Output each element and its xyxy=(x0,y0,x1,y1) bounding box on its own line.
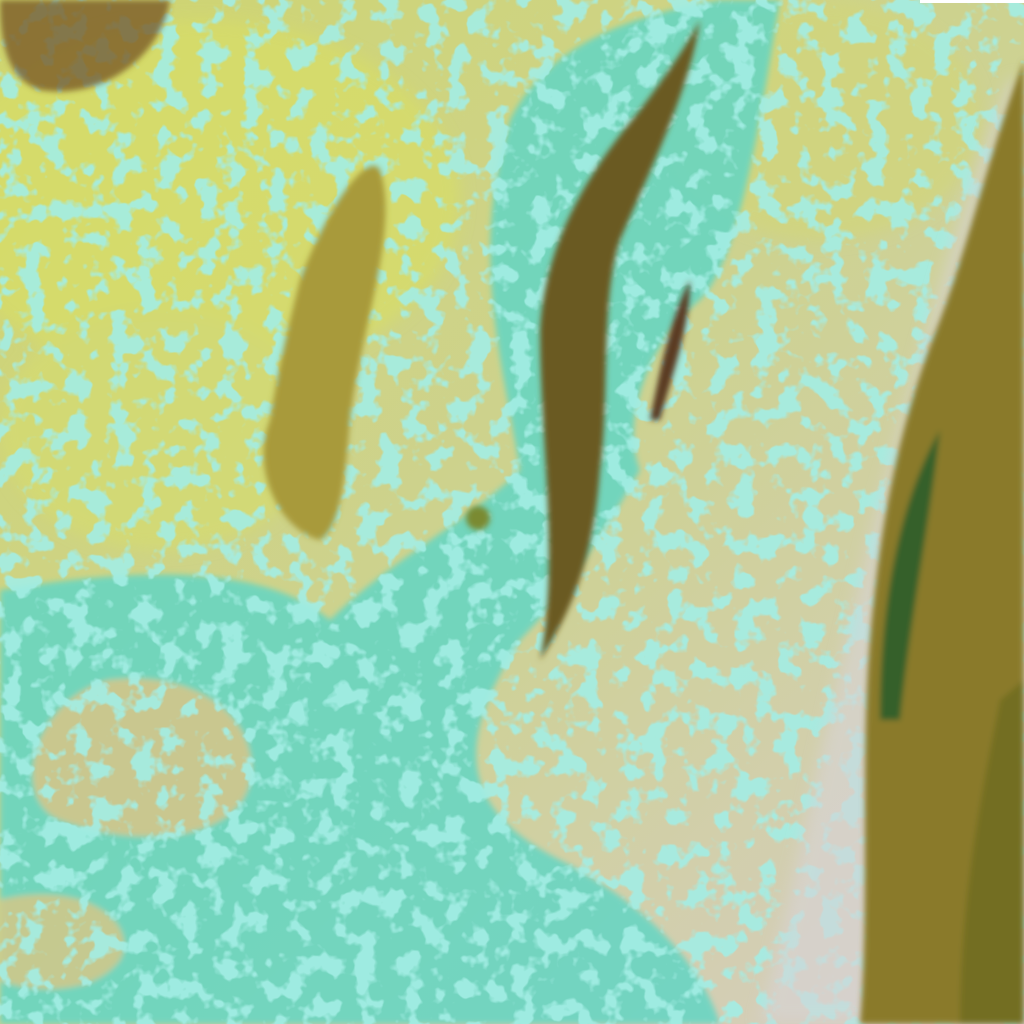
cloud-band-west xyxy=(0,0,490,540)
cloud-band-central xyxy=(540,20,700,660)
cloud-band-east xyxy=(860,60,1024,1024)
corner-strip xyxy=(920,0,1024,3)
